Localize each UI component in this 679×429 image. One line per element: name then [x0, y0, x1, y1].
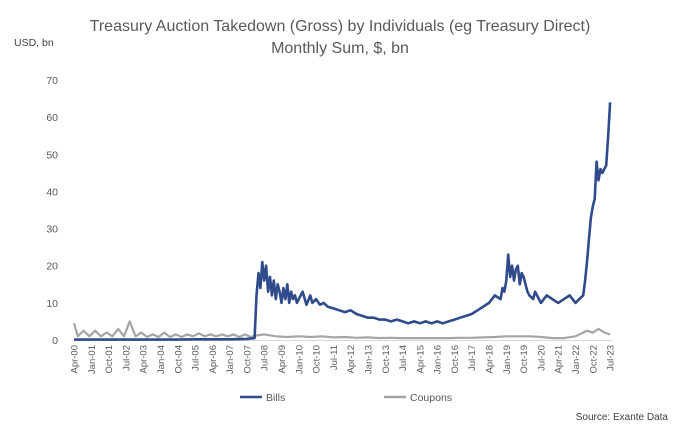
x-tick-label: Oct-16 [450, 345, 461, 374]
x-tick-label: Jul-14 [398, 345, 409, 371]
x-tick-label: Jul-17 [467, 345, 478, 371]
x-tick-label: Jan-01 [87, 345, 98, 374]
x-tick-label: Jan-22 [571, 345, 582, 374]
x-tick-label: Oct-04 [173, 345, 184, 374]
source-note: Source: Exante Data [576, 412, 669, 423]
x-tick-label: Apr-21 [554, 345, 565, 374]
series-line-coupons [72, 320, 611, 340]
x-tick-label: Jul-11 [329, 345, 340, 370]
y-tick-label: 30 [46, 224, 58, 236]
x-tick-label: Jan-13 [364, 345, 375, 374]
x-tick-label: Oct-22 [588, 345, 599, 374]
y-tick-label: 40 [46, 186, 58, 198]
y-tick-label: 20 [46, 261, 58, 273]
x-tick-label: Jan-04 [156, 345, 167, 374]
x-tick-label: Apr-03 [139, 345, 150, 374]
legend-label-coupons: Coupons [410, 392, 452, 404]
x-tick-label: Jul-08 [260, 345, 271, 371]
y-axis: 0 10 20 30 40 50 60 70 [46, 75, 58, 347]
x-tick-label: Oct-13 [381, 345, 392, 374]
y-tick-label: 60 [46, 112, 58, 124]
series-line-bills [74, 102, 612, 341]
x-tick-label: Jul-23 [606, 345, 617, 371]
x-tick-label: Apr-00 [70, 345, 81, 374]
x-tick-label: Apr-18 [485, 345, 496, 374]
x-tick-label: Oct-10 [312, 345, 323, 374]
x-tick-label: Jul-20 [536, 345, 547, 371]
legend-label-bills: Bills [266, 392, 285, 404]
y-axis-unit-label: USD, bn [14, 37, 54, 49]
x-tick-label: Apr-06 [208, 345, 219, 374]
x-axis: Apr-00 Jan-01 Oct-01 Jul-02 Apr-03 Jan-04 Oct-… [70, 345, 617, 374]
x-tick-label: Jan-07 [225, 345, 236, 374]
x-tick-label: Oct-01 [104, 345, 115, 374]
x-tick-label: Apr-09 [277, 345, 288, 374]
chart-title: Treasury Auction Takedown (Gross) by Ind… [90, 18, 591, 35]
legend: Bills Coupons [240, 392, 452, 404]
x-tick-label: Oct-19 [519, 345, 530, 374]
y-tick-label: 10 [46, 298, 58, 310]
x-tick-label: Jan-10 [294, 345, 305, 374]
x-tick-label: Jan-19 [502, 345, 513, 374]
y-tick-label: 0 [52, 335, 58, 347]
x-tick-label: Apr-15 [415, 345, 426, 374]
x-tick-label: Apr-12 [346, 345, 357, 374]
y-tick-label: 50 [46, 149, 58, 161]
x-tick-label: Jan-16 [433, 345, 444, 374]
x-tick-label: Oct-07 [242, 345, 253, 374]
chart-subtitle: Monthly Sum, $, bn [271, 40, 409, 57]
x-tick-label: Jul-05 [191, 345, 202, 371]
y-tick-label: 70 [46, 75, 58, 87]
x-tick-label: Jul-02 [121, 345, 132, 371]
